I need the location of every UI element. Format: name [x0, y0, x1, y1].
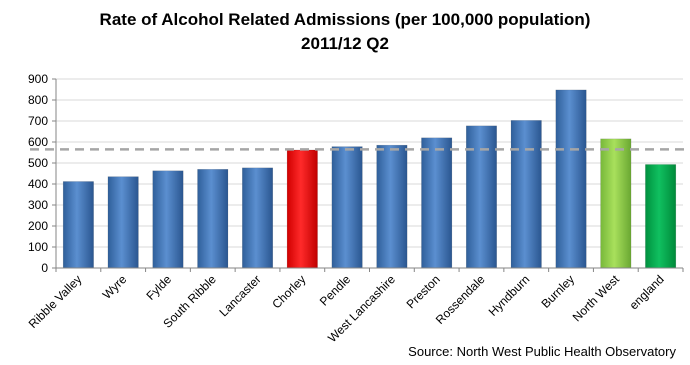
- y-tick-label: 0: [41, 261, 48, 275]
- x-tick-label: Chorley: [269, 272, 308, 311]
- y-tick-label: 500: [28, 156, 48, 170]
- bars: [62, 89, 677, 269]
- x-tick-label: Hyndburn: [486, 272, 533, 319]
- y-tick-label: 100: [28, 240, 48, 254]
- bar-wyre: [107, 176, 139, 269]
- bar-west-lancashire: [376, 144, 408, 269]
- chart-source: Source: North West Public Health Observa…: [408, 344, 676, 359]
- bar-england: [645, 164, 677, 269]
- bar-fylde: [152, 170, 184, 269]
- chart-title-line-1: Rate of Alcohol Related Admissions (per …: [99, 10, 591, 29]
- bar-pendle: [331, 146, 363, 269]
- x-tick-label: Pendle: [317, 272, 354, 309]
- x-tick-label: Fylde: [143, 272, 174, 303]
- x-tick-label: Wyre: [100, 272, 130, 302]
- y-tick-label: 900: [28, 72, 48, 86]
- y-axis: 0 100 200 300 400 500 600 700 800 900: [28, 72, 57, 275]
- y-tick-label: 200: [28, 219, 48, 233]
- y-tick-label: 400: [28, 177, 48, 191]
- y-tick-label: 800: [28, 93, 48, 107]
- x-tick-label: Rossendale: [433, 272, 488, 327]
- bar-burnley: [555, 89, 587, 269]
- x-tick-label: North West: [570, 272, 623, 325]
- y-tick-label: 600: [28, 135, 48, 149]
- bar-hyndburn: [510, 120, 542, 269]
- bar-chorley: [286, 149, 318, 269]
- gridlines: [56, 78, 683, 269]
- x-tick-label: Preston: [404, 272, 443, 311]
- x-tick-label: england: [627, 272, 667, 312]
- chart-title: Rate of Alcohol Related Admissions (per …: [0, 8, 690, 56]
- bar-north-west: [600, 138, 632, 269]
- chart-title-line-2: 2011/12 Q2: [301, 34, 389, 53]
- bar-south-ribble: [197, 169, 229, 269]
- bar-rossendale: [465, 125, 497, 269]
- bar-lancaster: [242, 167, 274, 269]
- bar-preston: [421, 137, 453, 269]
- y-tick-label: 700: [28, 114, 48, 128]
- bar-ribble-valley: [62, 181, 94, 269]
- x-tick-label: Ribble Valley: [26, 272, 85, 331]
- y-tick-label: 300: [28, 198, 48, 212]
- x-tick-label: Burnley: [538, 272, 577, 311]
- x-tick-label: Lancaster: [216, 272, 263, 319]
